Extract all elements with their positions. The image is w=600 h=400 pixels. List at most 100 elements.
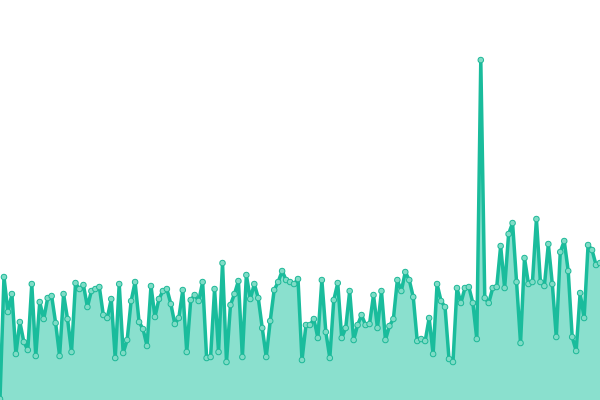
data-point-38 xyxy=(147,282,155,290)
data-point-42 xyxy=(163,285,171,293)
data-point-63 xyxy=(247,295,254,303)
data-point-35 xyxy=(135,318,143,326)
data-point-128 xyxy=(505,230,512,238)
data-point-137 xyxy=(541,282,548,290)
data-point-82 xyxy=(322,328,330,336)
data-point-74 xyxy=(290,280,298,288)
data-point-25 xyxy=(96,283,103,291)
data-point-16 xyxy=(60,290,67,298)
data-point-45 xyxy=(175,314,183,322)
data-point-149 xyxy=(588,246,596,254)
data-point-57 xyxy=(223,358,230,366)
data-point-148 xyxy=(584,241,592,249)
data-point-65 xyxy=(254,294,262,302)
data-point-120 xyxy=(473,335,481,343)
data-point-97 xyxy=(382,336,389,344)
data-point-21 xyxy=(80,281,87,289)
data-point-111 xyxy=(437,297,445,305)
data-point-70 xyxy=(274,278,282,286)
data-points xyxy=(0,56,600,400)
data-point-116 xyxy=(457,299,465,307)
data-point-81 xyxy=(318,276,326,284)
data-point-43 xyxy=(167,300,175,308)
data-point-131 xyxy=(517,339,524,347)
data-point-138 xyxy=(545,240,552,248)
data-point-96 xyxy=(378,287,385,295)
data-point-110 xyxy=(433,280,441,288)
data-point-99 xyxy=(390,315,397,323)
data-point-122 xyxy=(481,294,489,302)
data-point-91 xyxy=(358,311,365,319)
data-point-143 xyxy=(564,267,572,275)
data-point-140 xyxy=(552,333,560,341)
data-point-20 xyxy=(76,285,83,293)
data-point-67 xyxy=(262,353,270,361)
data-point-48 xyxy=(187,296,195,304)
data-point-86 xyxy=(338,334,346,342)
data-point-94 xyxy=(370,291,377,299)
data-point-15 xyxy=(56,352,63,360)
data-point-66 xyxy=(258,324,266,332)
data-point-83 xyxy=(326,354,334,362)
data-point-34 xyxy=(131,278,139,286)
data-point-76 xyxy=(298,356,306,364)
data-point-121 xyxy=(477,56,485,64)
data-point-13 xyxy=(48,292,55,300)
data-point-88 xyxy=(346,287,353,295)
data-point-44 xyxy=(171,320,179,328)
data-point-119 xyxy=(469,299,477,307)
data-point-95 xyxy=(374,324,381,332)
data-point-71 xyxy=(278,267,286,275)
data-point-49 xyxy=(191,291,199,299)
data-point-31 xyxy=(119,349,127,357)
data-point-130 xyxy=(513,278,520,286)
data-point-69 xyxy=(270,286,278,294)
data-point-33 xyxy=(127,297,135,305)
data-point-9 xyxy=(32,352,40,360)
data-point-30 xyxy=(115,280,123,288)
data-point-1 xyxy=(0,273,8,281)
data-point-22 xyxy=(84,303,91,311)
data-point-75 xyxy=(294,275,302,283)
data-point-107 xyxy=(421,337,429,345)
data-point-101 xyxy=(398,287,405,295)
data-point-19 xyxy=(72,279,79,287)
data-point-8 xyxy=(28,280,36,288)
data-point-144 xyxy=(568,333,576,341)
data-point-58 xyxy=(227,301,234,309)
data-point-136 xyxy=(537,278,544,286)
data-point-103 xyxy=(405,276,413,284)
data-point-135 xyxy=(533,215,540,223)
data-point-11 xyxy=(40,315,48,323)
data-point-89 xyxy=(350,336,357,344)
data-point-47 xyxy=(183,348,191,356)
data-point-61 xyxy=(239,353,246,361)
data-point-54 xyxy=(211,285,218,293)
data-point-7 xyxy=(24,346,32,354)
data-point-146 xyxy=(576,289,584,297)
data-point-29 xyxy=(111,354,119,362)
data-point-4 xyxy=(12,350,20,358)
data-point-87 xyxy=(342,324,349,332)
data-point-104 xyxy=(409,293,417,301)
data-point-147 xyxy=(580,314,588,322)
data-point-84 xyxy=(330,296,338,304)
data-point-126 xyxy=(497,242,504,250)
data-point-90 xyxy=(354,321,361,329)
data-point-93 xyxy=(366,320,373,328)
data-point-17 xyxy=(64,315,71,323)
data-point-115 xyxy=(453,284,461,292)
data-point-134 xyxy=(529,278,536,286)
data-point-132 xyxy=(521,254,528,262)
data-point-51 xyxy=(199,278,206,286)
data-point-46 xyxy=(179,286,187,294)
data-point-0 xyxy=(0,395,4,400)
data-point-53 xyxy=(207,353,214,361)
data-point-109 xyxy=(429,350,437,358)
data-point-151 xyxy=(596,259,600,267)
data-point-2 xyxy=(4,308,12,316)
data-point-142 xyxy=(560,237,568,245)
data-point-32 xyxy=(123,336,131,344)
series-line xyxy=(0,58,600,400)
data-point-28 xyxy=(107,295,115,303)
